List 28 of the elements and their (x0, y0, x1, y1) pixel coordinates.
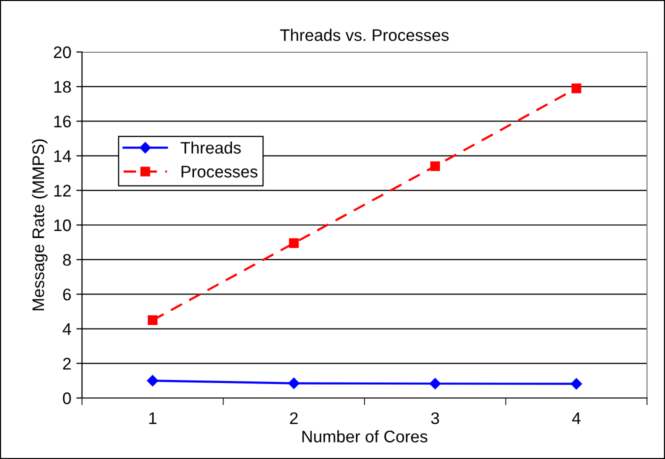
y-tick-label: 6 (63, 288, 71, 300)
y-tick-label: 18 (54, 81, 71, 93)
point (288, 378, 300, 389)
point (430, 161, 440, 172)
legend-label: Processes (182, 166, 258, 178)
y-tick-label: 20 (54, 46, 71, 58)
legend-label: Threads (180, 141, 241, 154)
y-axis-title: Message Rate (MMPS) (32, 139, 48, 310)
point (147, 375, 158, 386)
point (572, 83, 582, 94)
y-tick-label: 8 (63, 254, 71, 266)
x-tick-label: 1 (149, 412, 156, 424)
point (148, 315, 158, 326)
point (430, 378, 441, 390)
y-tick-label: 16 (54, 116, 71, 128)
x-axis-title: Number of Cores (302, 430, 428, 442)
y-tick-label: 10 (54, 219, 71, 232)
y-tick-label: 0 (62, 392, 71, 404)
y-tick-label: 14 (54, 150, 72, 162)
y-tick-label: 2 (63, 358, 71, 370)
y-tick-label: 4 (62, 323, 72, 335)
y-tick-label: 12 (54, 184, 71, 196)
x-tick-label: 2 (290, 412, 298, 424)
x-tick-label: 3 (431, 412, 440, 424)
x-tick-label: 4 (572, 412, 581, 424)
point (570, 378, 582, 390)
chart-title: Threads vs. Processes (280, 28, 449, 42)
point (289, 238, 299, 248)
